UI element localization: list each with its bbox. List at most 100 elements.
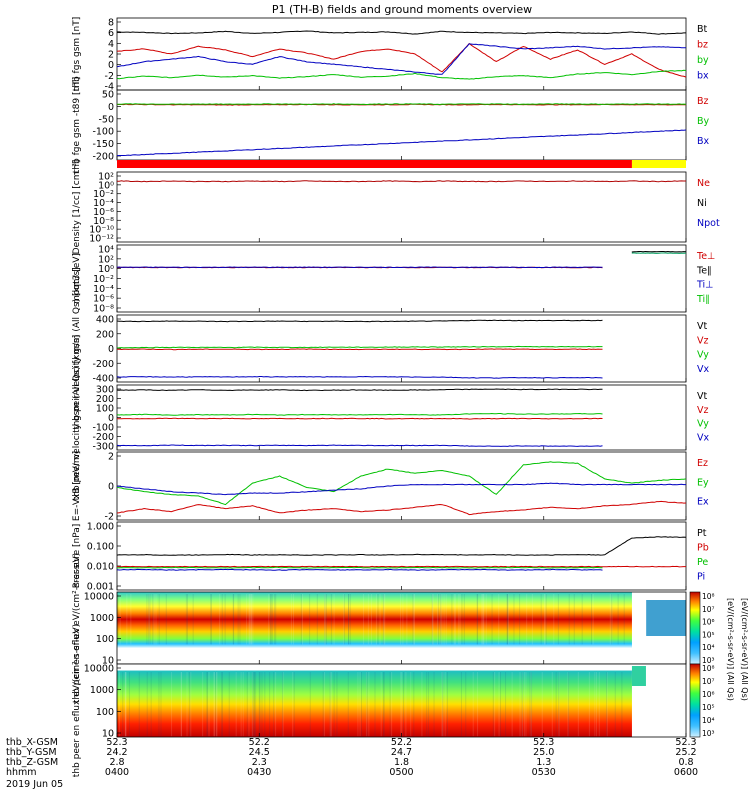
spectrogram-texture	[519, 594, 521, 645]
spectrogram-texture	[557, 594, 559, 645]
y-tick-label: 10⁰	[98, 264, 114, 275]
spectrogram-texture	[117, 594, 119, 645]
spectrogram-texture	[324, 594, 326, 645]
spectrogram-texture	[581, 594, 583, 645]
series-line-vz	[117, 417, 603, 420]
spectrogram-texture	[290, 594, 292, 645]
footer-value-z: 0.8	[678, 757, 693, 768]
spectrogram-texture	[275, 672, 277, 737]
panel-mode	[117, 160, 686, 168]
spectrogram-texture	[213, 672, 215, 737]
legend-vt: Vt	[697, 391, 707, 402]
y-axis-label: Density [1/cc] [cm⁻³]	[72, 160, 82, 255]
spectrogram-texture	[617, 594, 619, 645]
y-tick-label: 10⁻⁴	[93, 198, 114, 209]
spectrogram-texture	[248, 594, 250, 645]
spectrogram-texture	[250, 594, 252, 645]
colorbar-tick-label: 10³	[702, 656, 715, 665]
spectrogram-texture	[224, 594, 226, 645]
spectrogram-texture	[545, 594, 547, 645]
colorbar-tick-label: 10⁸	[702, 664, 715, 673]
y-tick-label: 2	[108, 452, 114, 463]
spectrogram-texture	[215, 672, 217, 737]
spectrogram-texture	[558, 672, 560, 737]
footer-value-y: 25.2	[675, 747, 696, 758]
spectrogram-texture	[611, 594, 613, 645]
mode-bar-segment	[117, 160, 632, 168]
spectrogram-texture	[125, 672, 127, 737]
spectrogram-texture	[442, 672, 444, 737]
series-line-bx	[116, 129, 687, 157]
y-tick-label: 2	[108, 50, 114, 61]
spectrogram-texture	[374, 672, 376, 737]
spectrogram-texture	[347, 672, 349, 737]
spectrogram-texture	[437, 594, 439, 645]
spectrogram-s1	[117, 592, 686, 664]
spectrogram-texture	[383, 672, 385, 737]
orbit-footer: thb_X-GSM thb_Y-GSM thb_Z-GSM hhmm 2019 …	[6, 737, 698, 790]
spectrogram-texture	[246, 672, 248, 737]
spectrogram-texture	[442, 672, 444, 737]
y-tick-label: 1.000	[87, 522, 114, 533]
spectrogram-texture	[366, 672, 368, 737]
spectrogram-texture	[481, 594, 483, 645]
spectrogram-texture	[363, 594, 365, 645]
spectrogram-texture	[366, 672, 368, 737]
spectrogram-texture	[273, 672, 275, 737]
y-tick-label: -100	[92, 423, 114, 434]
footer-value-t: 0530	[532, 767, 556, 778]
y-axis-label: thb peir en eflux eV/(cm²-s-sr-eV)	[72, 553, 82, 703]
spectrogram-texture	[400, 672, 402, 737]
spectrogram-texture	[465, 672, 467, 737]
spectrogram-texture	[460, 672, 462, 737]
spectrogram-texture	[148, 594, 150, 645]
spectrogram-texture	[329, 672, 331, 737]
legend-vz: Vz	[697, 335, 709, 346]
panel-frame	[116, 89, 687, 161]
series-line-bt	[117, 30, 686, 35]
series-line-bx	[116, 43, 687, 75]
spectrogram-texture	[181, 672, 183, 737]
colorbar-tick-label: 10⁴	[702, 716, 715, 725]
y-tick-label: 10²	[98, 254, 114, 265]
spectrogram-texture	[530, 672, 532, 737]
spectrogram-texture	[275, 594, 277, 645]
spectrogram-texture	[446, 672, 448, 737]
y-tick-label: -400	[92, 374, 114, 385]
y-tick-label: -200	[92, 359, 114, 370]
colorbar-tick-label: 10⁶	[702, 618, 715, 627]
spectrogram-texture	[567, 672, 569, 737]
y-tick-label: 10	[102, 656, 114, 667]
panel-frame	[116, 314, 687, 383]
legend-te: Te⊥	[696, 251, 715, 262]
spectrogram-texture	[180, 672, 182, 737]
footer-value-z: 1.8	[394, 757, 409, 768]
spectrogram-texture	[588, 672, 590, 737]
spectrogram-texture	[171, 672, 173, 737]
spectrogram-texture	[523, 672, 525, 737]
spectrogram-texture	[357, 672, 359, 737]
figure-title: P1 (TH-B) fields and ground moments over…	[272, 3, 532, 16]
spectrogram-texture	[413, 672, 415, 737]
spectrogram-texture	[511, 672, 513, 737]
spectrogram-texture	[261, 672, 263, 737]
panel-frame	[116, 171, 687, 243]
spectrogram-texture	[146, 672, 148, 737]
spectrogram-s2	[117, 664, 686, 737]
y-axis-label: E=-VxB [mV/m]	[72, 451, 82, 521]
spectrogram-texture	[118, 672, 120, 737]
spectrogram-texture	[491, 594, 493, 645]
footer-value-x: 52.2	[249, 737, 270, 748]
footer-label-y: thb_Y-GSM	[6, 747, 57, 758]
spectrogram-texture	[485, 594, 487, 645]
y-tick-label: 10	[102, 729, 114, 740]
spectrogram-texture	[322, 672, 324, 737]
spectrogram-texture	[309, 594, 311, 645]
y-axis-label: thb peir velocity gsm (All Qs) [km/s]	[72, 267, 82, 430]
y-tick-label: -200	[92, 152, 114, 163]
y-tick-label: 0.001	[87, 582, 114, 593]
series-line-ey	[116, 461, 687, 506]
series-line-vt	[116, 319, 603, 323]
